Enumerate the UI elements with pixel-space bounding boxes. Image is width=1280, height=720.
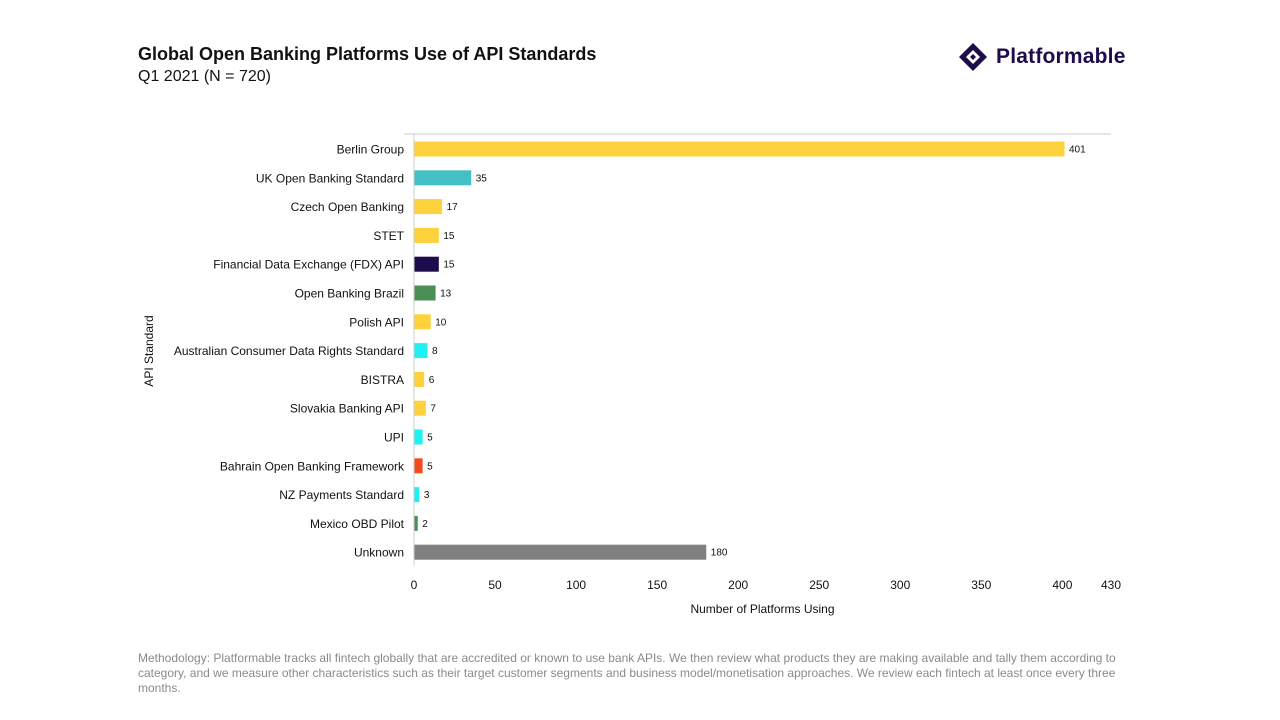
category-label: UK Open Banking Standard <box>256 171 404 185</box>
data-label: 7 <box>430 404 436 415</box>
x-tick-label: 250 <box>809 578 829 592</box>
bar <box>414 343 428 359</box>
data-label: 8 <box>432 346 438 357</box>
data-label: 17 <box>447 202 459 213</box>
data-label: 401 <box>1069 145 1086 156</box>
category-label: Unknown <box>354 546 404 560</box>
data-label: 13 <box>440 289 452 300</box>
data-label: 2 <box>422 519 428 530</box>
bar <box>414 141 1065 157</box>
x-tick-label: 300 <box>890 578 910 592</box>
x-tick-label: 100 <box>566 578 586 592</box>
bar-chart: Berlin Group 401 UK Open Banking Standard 3… <box>142 133 1121 616</box>
x-tick-label: 50 <box>488 578 502 592</box>
data-label: 35 <box>476 173 488 184</box>
x-tick-label: 150 <box>647 578 667 592</box>
platformable-diamond-icon <box>959 43 987 71</box>
bar <box>414 400 426 416</box>
category-label: Bahrain Open Banking Framework <box>220 459 405 473</box>
category-label: STET <box>373 229 404 243</box>
y-axis-label: API Standard <box>142 315 156 386</box>
bar <box>414 314 431 330</box>
category-label: Slovakia Banking API <box>290 402 404 416</box>
data-label: 15 <box>443 260 455 271</box>
x-tick-label: 0 <box>411 578 418 592</box>
x-axis-label: Number of Platforms Using <box>690 602 834 616</box>
platformable-logo: Platformable <box>958 42 1126 72</box>
category-label: UPI <box>384 431 404 445</box>
x-tick-label: 400 <box>1052 578 1072 592</box>
category-label: Open Banking Brazil <box>295 287 404 301</box>
bar <box>414 285 436 301</box>
data-label: 180 <box>711 548 728 559</box>
bar <box>414 199 443 215</box>
bar <box>414 227 439 243</box>
category-label: Australian Consumer Data Rights Standard <box>174 344 404 358</box>
data-label: 10 <box>435 317 447 328</box>
x-tick-label: 430 <box>1101 578 1121 592</box>
category-label: Berlin Group <box>337 143 405 157</box>
category-label: Financial Data Exchange (FDX) API <box>213 258 404 272</box>
category-label: Czech Open Banking <box>291 200 404 214</box>
x-tick-label: 350 <box>971 578 991 592</box>
data-label: 15 <box>443 231 455 242</box>
bar <box>414 487 420 503</box>
bar <box>414 544 707 560</box>
category-label: Mexico OBD Pilot <box>310 517 405 531</box>
bar <box>414 429 423 445</box>
bar <box>414 256 439 272</box>
x-tick-label: 200 <box>728 578 748 592</box>
chart-subtitle: Q1 2021 (N = 720) <box>138 68 271 85</box>
bar <box>414 515 418 531</box>
logo-text: Platformable <box>996 45 1126 68</box>
data-label: 6 <box>429 375 435 386</box>
category-label: Polish API <box>349 315 404 329</box>
data-label: 3 <box>424 490 430 501</box>
category-label: NZ Payments Standard <box>279 488 404 502</box>
bar <box>414 458 423 474</box>
bar <box>414 371 425 387</box>
methodology-note: Methodology: Platformable tracks all fin… <box>138 651 1116 695</box>
data-label: 5 <box>427 461 433 472</box>
data-label: 5 <box>427 433 433 444</box>
category-label: BISTRA <box>361 373 404 387</box>
chart-title: Global Open Banking Platforms Use of API… <box>138 44 597 64</box>
bar <box>414 170 472 186</box>
